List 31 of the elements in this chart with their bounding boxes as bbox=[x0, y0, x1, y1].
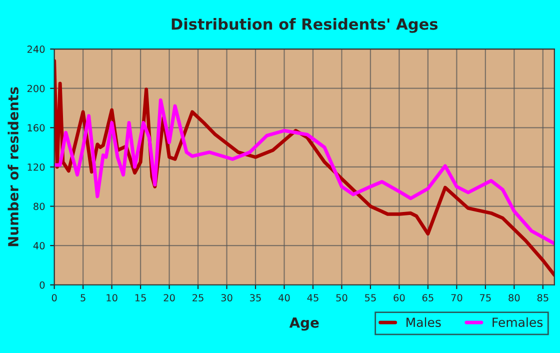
y-tick-label: 80 bbox=[34, 202, 45, 210]
x-tick-label: 85 bbox=[537, 294, 548, 302]
chart-title: Distribution of Residents' Ages bbox=[172, 18, 438, 33]
x-tick-label: 40 bbox=[278, 294, 290, 302]
x-tick-label: 50 bbox=[336, 294, 348, 302]
x-tick-label: 15 bbox=[135, 294, 146, 302]
line-series bbox=[54, 98, 554, 246]
x-tick-label: 60 bbox=[394, 294, 405, 302]
x-tick-label: 30 bbox=[221, 294, 232, 302]
y-tick-label: 40 bbox=[33, 242, 45, 250]
x-tick-label: 70 bbox=[451, 294, 462, 302]
y-tick-label: 0 bbox=[40, 281, 45, 289]
legend-label: Males bbox=[406, 317, 441, 328]
legend-label: Females bbox=[492, 317, 543, 328]
x-tick-label: 25 bbox=[192, 294, 204, 302]
y-tick-label: 160 bbox=[28, 124, 45, 132]
x-tick-label: 5 bbox=[80, 294, 86, 302]
x-axis-title: Age bbox=[289, 318, 319, 331]
x-tick-label: 45 bbox=[307, 294, 318, 302]
y-tick-label: 120 bbox=[28, 163, 45, 171]
x-tick-label: 80 bbox=[508, 294, 520, 302]
x-tick-label: 10 bbox=[106, 294, 118, 302]
x-tick-label: 55 bbox=[365, 294, 376, 302]
x-tick-label: 0 bbox=[52, 294, 57, 302]
y-tick-label: 240 bbox=[27, 46, 45, 53]
x-tick-label: 20 bbox=[164, 294, 175, 302]
x-tick-label: 75 bbox=[480, 294, 491, 302]
y-axis-title: Number of residents bbox=[8, 87, 18, 246]
y-tick-label: 200 bbox=[27, 84, 45, 92]
x-tick-label: 65 bbox=[422, 294, 434, 302]
x-tick-label: 35 bbox=[250, 294, 261, 302]
